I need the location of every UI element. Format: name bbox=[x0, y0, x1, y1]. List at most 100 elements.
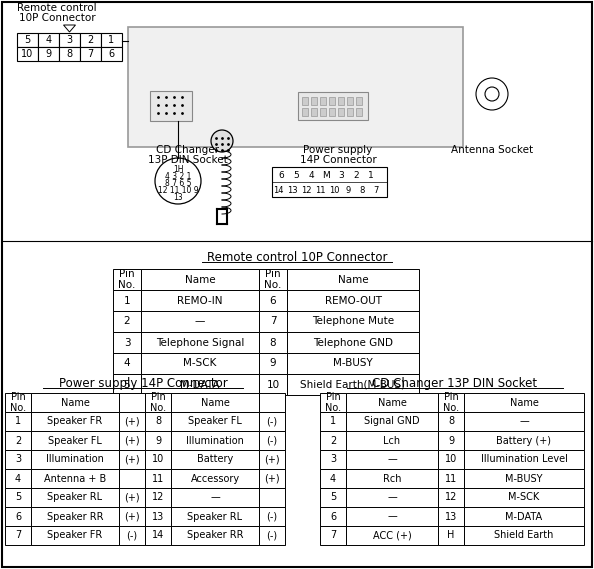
Text: 5: 5 bbox=[124, 380, 130, 390]
Bar bbox=[464, 450, 584, 469]
Bar bbox=[464, 412, 584, 431]
Bar bbox=[5, 412, 31, 431]
Text: 9: 9 bbox=[155, 435, 161, 446]
Bar bbox=[287, 374, 419, 395]
Bar bbox=[171, 431, 259, 450]
Text: (-): (-) bbox=[267, 512, 277, 522]
Bar bbox=[287, 311, 419, 332]
Bar bbox=[113, 332, 141, 353]
Text: 11: 11 bbox=[445, 473, 457, 484]
Bar bbox=[119, 431, 145, 450]
Text: 6: 6 bbox=[15, 512, 21, 522]
Text: 4: 4 bbox=[124, 358, 130, 369]
Text: —: — bbox=[195, 316, 205, 327]
Text: Antenna Socket: Antenna Socket bbox=[451, 145, 533, 155]
Text: Remote control: Remote control bbox=[17, 3, 97, 13]
Text: Speaker FL: Speaker FL bbox=[188, 417, 242, 427]
Text: (-): (-) bbox=[267, 417, 277, 427]
Text: (+): (+) bbox=[264, 455, 280, 464]
Text: 2: 2 bbox=[15, 435, 21, 446]
Text: 6: 6 bbox=[270, 295, 276, 306]
Text: 3: 3 bbox=[124, 337, 130, 348]
Bar bbox=[346, 431, 438, 450]
Bar bbox=[31, 393, 119, 412]
Bar bbox=[346, 469, 438, 488]
Text: Antenna + B: Antenna + B bbox=[44, 473, 106, 484]
Bar bbox=[113, 269, 141, 290]
Text: 11: 11 bbox=[152, 473, 164, 484]
Polygon shape bbox=[64, 25, 75, 32]
Text: 5: 5 bbox=[15, 493, 21, 502]
Bar bbox=[113, 353, 141, 374]
Text: Telephone GND: Telephone GND bbox=[313, 337, 393, 348]
Text: —: — bbox=[387, 455, 397, 464]
Bar bbox=[145, 469, 171, 488]
Bar bbox=[320, 393, 346, 412]
Text: 3: 3 bbox=[67, 35, 72, 45]
Text: 8: 8 bbox=[67, 49, 72, 59]
Bar bbox=[259, 488, 285, 507]
Text: 10: 10 bbox=[328, 185, 339, 195]
Text: Name: Name bbox=[185, 274, 215, 284]
Text: —: — bbox=[210, 493, 220, 502]
Bar bbox=[5, 431, 31, 450]
Text: 4: 4 bbox=[308, 171, 314, 179]
Circle shape bbox=[155, 158, 201, 204]
Text: Lch: Lch bbox=[384, 435, 400, 446]
Text: (+): (+) bbox=[124, 417, 140, 427]
Bar bbox=[287, 290, 419, 311]
Circle shape bbox=[485, 87, 499, 101]
Bar bbox=[17, 33, 38, 47]
Bar bbox=[464, 526, 584, 545]
Text: 9: 9 bbox=[270, 358, 276, 369]
Bar bbox=[346, 526, 438, 545]
Bar bbox=[113, 290, 141, 311]
Bar bbox=[145, 488, 171, 507]
Text: 1: 1 bbox=[368, 171, 374, 179]
Bar bbox=[171, 450, 259, 469]
Text: (+): (+) bbox=[124, 455, 140, 464]
Text: 13: 13 bbox=[173, 192, 183, 201]
Bar bbox=[171, 488, 259, 507]
Bar bbox=[438, 412, 464, 431]
Text: Speaker RL: Speaker RL bbox=[188, 512, 242, 522]
Bar bbox=[119, 450, 145, 469]
Bar bbox=[320, 450, 346, 469]
Text: M-BUSY: M-BUSY bbox=[505, 473, 543, 484]
Bar bbox=[287, 353, 419, 374]
Text: 3: 3 bbox=[15, 455, 21, 464]
Text: M-DATA: M-DATA bbox=[180, 380, 220, 390]
Text: —: — bbox=[387, 512, 397, 522]
Bar bbox=[259, 311, 287, 332]
Bar bbox=[31, 526, 119, 545]
Bar bbox=[346, 393, 438, 412]
Bar bbox=[356, 97, 362, 105]
Text: 7: 7 bbox=[15, 530, 21, 541]
Bar bbox=[119, 393, 145, 412]
Bar bbox=[119, 526, 145, 545]
Bar bbox=[38, 47, 59, 61]
Bar bbox=[31, 412, 119, 431]
Bar bbox=[464, 469, 584, 488]
Text: 6: 6 bbox=[330, 512, 336, 522]
Text: 12: 12 bbox=[152, 493, 164, 502]
Bar bbox=[259, 393, 285, 412]
Text: 6: 6 bbox=[109, 49, 115, 59]
Bar bbox=[346, 507, 438, 526]
Bar bbox=[259, 374, 287, 395]
Bar bbox=[320, 488, 346, 507]
Text: Telephone Signal: Telephone Signal bbox=[156, 337, 244, 348]
Text: 10: 10 bbox=[152, 455, 164, 464]
Bar bbox=[141, 374, 259, 395]
Text: 14: 14 bbox=[152, 530, 164, 541]
Text: Pin
No.: Pin No. bbox=[325, 391, 341, 413]
Text: 4 3 2 1: 4 3 2 1 bbox=[165, 171, 191, 180]
Text: Name: Name bbox=[510, 398, 538, 407]
Bar bbox=[438, 469, 464, 488]
Bar bbox=[320, 469, 346, 488]
Bar bbox=[171, 393, 259, 412]
Bar bbox=[101, 47, 122, 61]
Text: Remote control 10P Connector: Remote control 10P Connector bbox=[207, 251, 387, 264]
Text: (+): (+) bbox=[124, 512, 140, 522]
Bar bbox=[329, 108, 335, 116]
